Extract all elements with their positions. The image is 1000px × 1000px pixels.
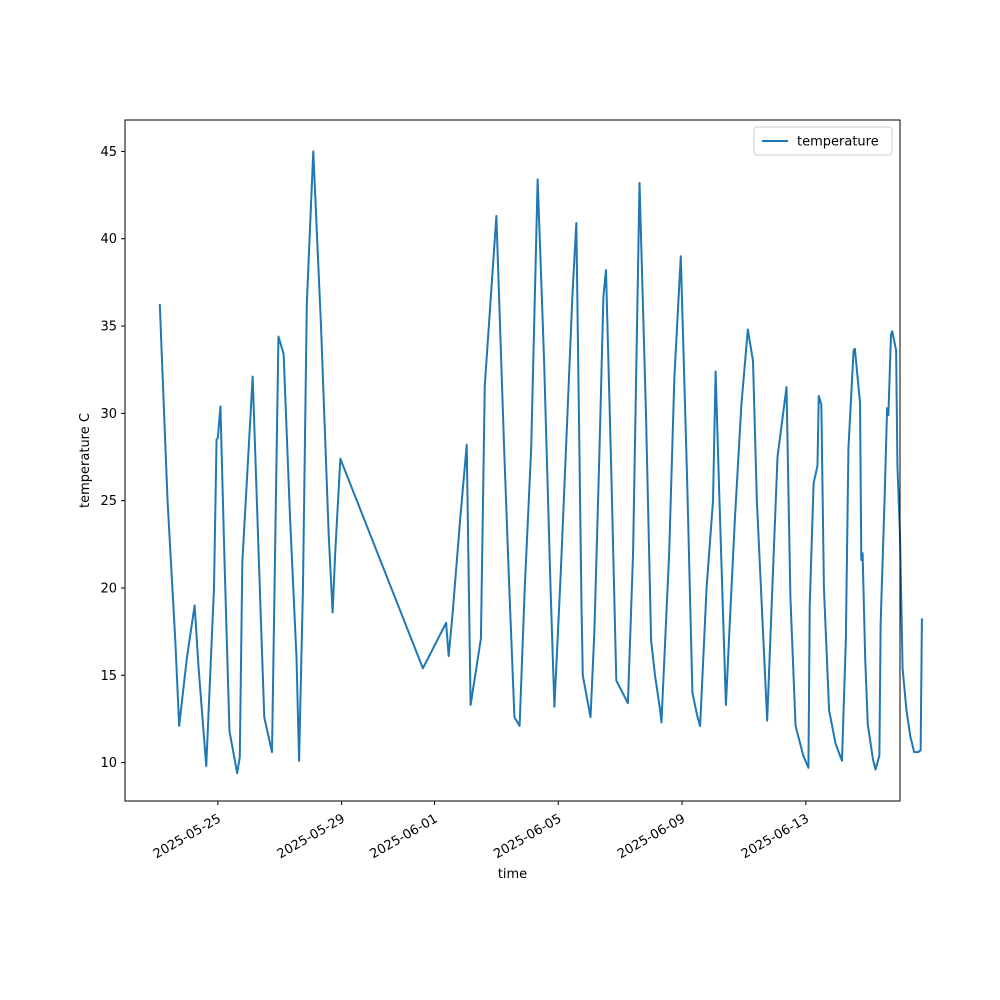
y-tick-label: 10	[100, 756, 117, 771]
y-tick-label: 35	[100, 320, 117, 335]
y-tick-label: 20	[100, 581, 117, 596]
series-line-0	[158, 150, 923, 775]
axes-frame	[124, 119, 901, 802]
legend: temperature	[753, 126, 893, 156]
y-tick-label: 40	[100, 232, 117, 247]
y-tick-label: 25	[100, 494, 117, 509]
legend-label: temperature	[797, 135, 879, 150]
y-tick-label: 15	[100, 669, 117, 684]
x-axis-title: time	[498, 867, 527, 882]
y-tick-label: 45	[100, 145, 117, 160]
y-tick-label: 30	[100, 407, 117, 422]
plot-area	[158, 150, 923, 775]
legend-box	[753, 126, 893, 156]
y-axis-title: temperature C	[78, 413, 93, 508]
